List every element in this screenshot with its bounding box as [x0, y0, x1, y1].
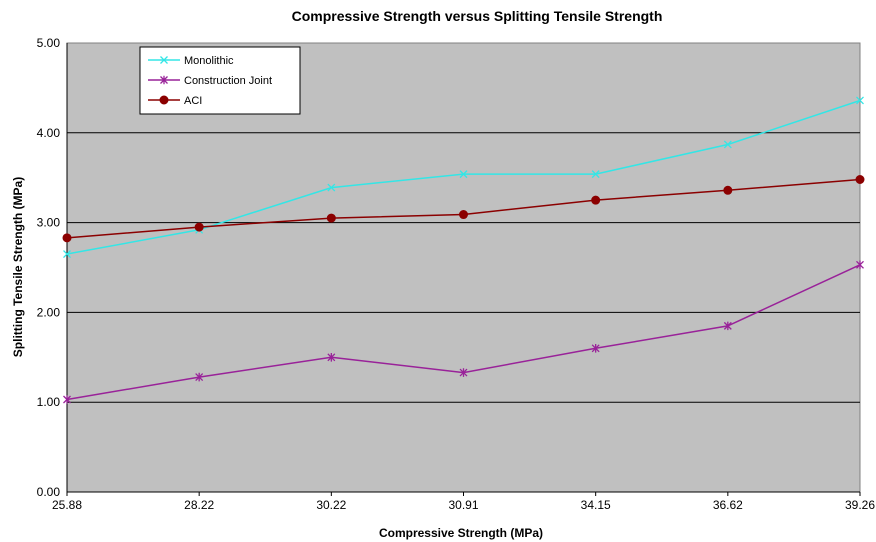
data-point [856, 96, 864, 105]
data-point [62, 233, 72, 243]
y-tick-label: 1.00 [37, 395, 61, 409]
x-tick-labels: 25.88 28.22 30.22 30.91 34.15 36.62 39.26 [52, 498, 875, 512]
data-point [63, 250, 71, 258]
data-point [327, 353, 336, 362]
legend-marker [159, 95, 169, 105]
legend-label: Monolithic [184, 55, 234, 67]
x-tick-label: 28.22 [184, 498, 214, 512]
data-point [591, 195, 601, 205]
data-point [459, 210, 468, 220]
y-tick-labels: 0.00 1.00 2.00 3.00 4.00 5.00 [37, 36, 61, 499]
x-axis-title: Compressive Strength (MPa) [379, 526, 543, 540]
data-point [326, 213, 336, 223]
y-tick-label: 2.00 [37, 305, 61, 319]
legend: Monolithic Construction Joint ACI [139, 46, 301, 115]
data-point [195, 372, 204, 382]
x-tick-label: 39.26 [845, 498, 875, 512]
data-point [591, 344, 600, 353]
legend-marker [160, 75, 168, 85]
data-point [459, 170, 468, 179]
data-point [591, 170, 600, 179]
series-aci [62, 174, 865, 243]
data-point [723, 321, 732, 331]
legend-item: Monolithic [148, 55, 234, 67]
legend-label: Construction Joint [184, 75, 272, 87]
y-tick-label: 4.00 [37, 126, 61, 140]
data-point [855, 174, 865, 184]
x-tick-label: 30.22 [316, 498, 346, 512]
data-point [723, 185, 733, 195]
series-construction-joint [63, 260, 864, 404]
data-point [856, 260, 864, 270]
data-point [63, 395, 71, 404]
y-tick-label: 0.00 [37, 485, 61, 499]
x-tick-label: 25.88 [52, 498, 82, 512]
chart-title: Compressive Strength versus Splitting Te… [292, 8, 663, 24]
data-point [327, 183, 336, 192]
plot-area [66, 42, 861, 493]
y-tick-label: 3.00 [37, 216, 61, 230]
x-tick-label: 34.15 [581, 498, 611, 512]
legend-item: ACI [148, 95, 202, 107]
legend-marker [160, 56, 168, 64]
data-point [194, 222, 204, 232]
legend-label: ACI [184, 95, 202, 107]
axes [66, 43, 861, 496]
y-axis-title: Splitting Tensile Strength (MPa) [11, 177, 25, 357]
x-tick-label: 36.62 [713, 498, 743, 512]
legend-item: Construction Joint [148, 75, 272, 87]
y-tick-label: 5.00 [37, 36, 61, 50]
data-point [723, 140, 732, 149]
series [62, 96, 865, 404]
data-point [459, 368, 468, 377]
x-tick-label: 30.91 [448, 498, 478, 512]
